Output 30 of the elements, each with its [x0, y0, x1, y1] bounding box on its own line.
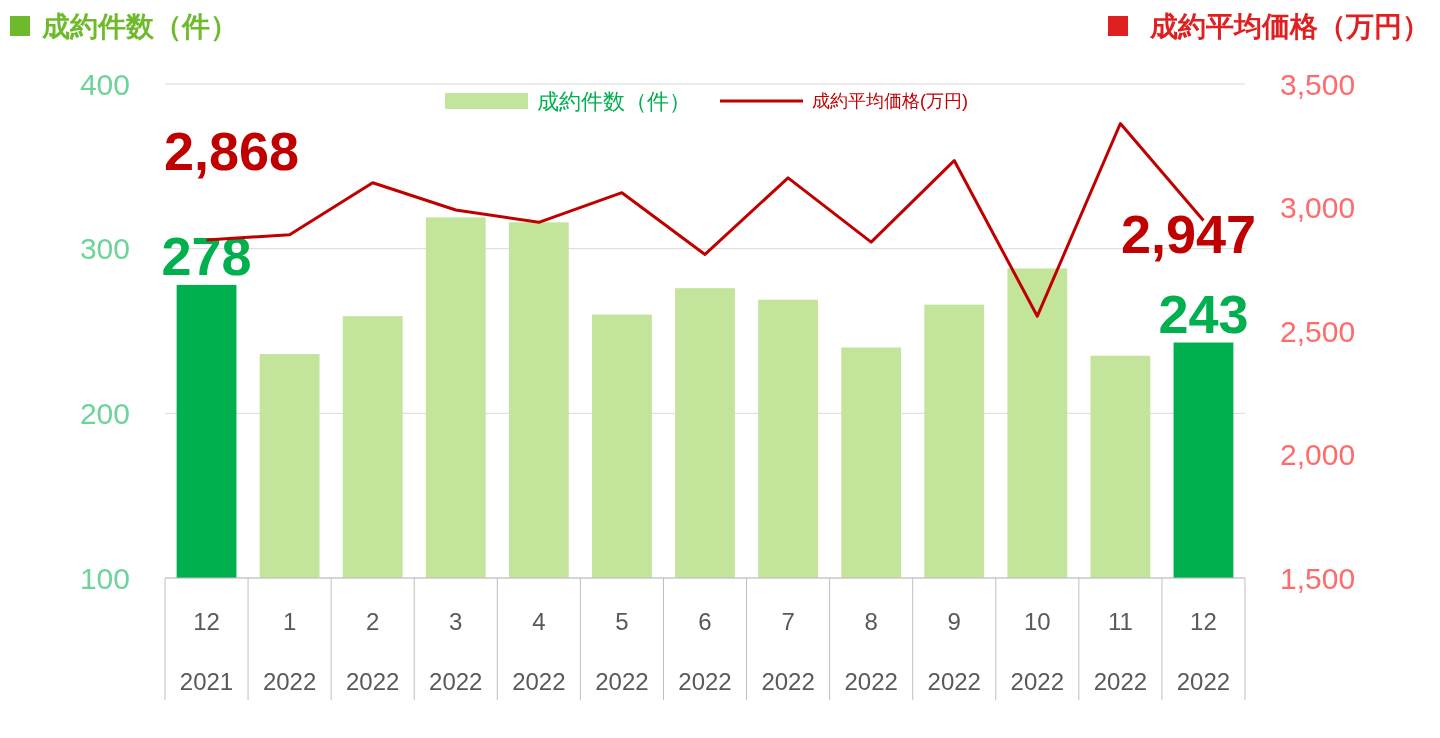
category-label: 7 2022	[761, 608, 815, 695]
category-label: 12 2022	[1176, 608, 1231, 695]
category-label: 4 2022	[512, 608, 566, 695]
y2-tick-label: 3,000	[1280, 191, 1356, 224]
category-label: 9 2022	[927, 608, 981, 695]
category-label: 10 2022	[1010, 608, 1064, 695]
y2-tick-label: 1,500	[1280, 561, 1356, 595]
y-tick-label: 300	[79, 232, 130, 266]
data-label: 278	[161, 225, 252, 286]
category-label: 2 2022	[346, 608, 400, 695]
category-label: 6 2022	[678, 608, 732, 695]
y2-tick-label: 2,500	[1280, 314, 1356, 348]
category-label: 8 2022	[844, 608, 898, 695]
y2-tick-label: 2,000	[1280, 438, 1356, 471]
data-label: 2,947	[1120, 203, 1257, 264]
y-axis-title: 成約件数（件）	[41, 11, 238, 42]
y2-axis-title: 成約平均価格（万円）	[1149, 11, 1430, 42]
category-label: 3 2022	[429, 608, 483, 695]
y-tick-label: 100	[79, 561, 130, 595]
y-tick-label: 400	[79, 67, 130, 101]
category-label: 11 2022	[1093, 608, 1148, 695]
y-tick-label: 200	[79, 396, 130, 430]
category-label: 12 2021	[179, 608, 234, 695]
data-label: 243	[1158, 283, 1249, 344]
data-label: 2,868	[163, 121, 300, 182]
category-label: 5 2022	[595, 608, 649, 695]
y2-tick-label: 3,500	[1280, 67, 1356, 101]
legend-label: 成約平均価格(万円)	[812, 91, 968, 112]
legend-label: 成約件数（件）	[537, 88, 691, 114]
category-label: 1 2022	[262, 608, 317, 695]
